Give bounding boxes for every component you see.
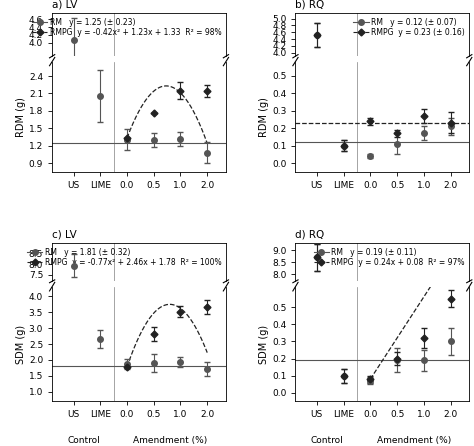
- Y-axis label: RDM (g): RDM (g): [259, 97, 269, 136]
- Legend: RM   y = 0.12 (± 0.07), RMPG  y = 0.23 (± 0.16): RM y = 0.12 (± 0.07), RMPG y = 0.23 (± 0…: [353, 17, 465, 38]
- Legend: RM   y = 1.81 (± 0.32), RMPG  y = -0.77x² + 2.46x + 1.78  R² = 100%: RM y = 1.81 (± 0.32), RMPG y = -0.77x² +…: [27, 247, 222, 268]
- Text: d) RQ: d) RQ: [295, 230, 325, 240]
- Y-axis label: RDM (g): RDM (g): [16, 97, 26, 136]
- Legend: RM   y = 1.25 (± 0.23), RMPG  y = -0.42x² + 1.23x + 1.33  R² = 98%: RM y = 1.25 (± 0.23), RMPG y = -0.42x² +…: [31, 17, 222, 38]
- Text: Control: Control: [310, 436, 343, 445]
- Legend: RM   y = 0.19 (± 0.11), RMPG  y = 0.24x + 0.08  R² = 97%: RM y = 0.19 (± 0.11), RMPG y = 0.24x + 0…: [313, 247, 465, 268]
- Y-axis label: SDM (g): SDM (g): [259, 324, 269, 363]
- Text: b) RQ: b) RQ: [295, 0, 325, 10]
- Y-axis label: SDM (g): SDM (g): [16, 324, 26, 363]
- Text: Amendment (%): Amendment (%): [376, 436, 451, 445]
- Text: a) LV: a) LV: [52, 0, 78, 10]
- Text: Control: Control: [67, 436, 100, 445]
- Text: Amendment (%): Amendment (%): [133, 436, 208, 445]
- Text: c) LV: c) LV: [52, 230, 77, 240]
